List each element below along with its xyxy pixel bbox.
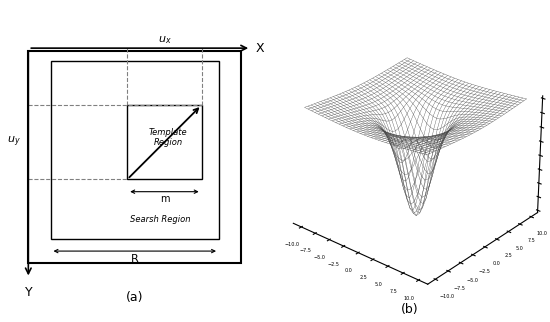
Text: X: X	[256, 42, 265, 55]
Bar	[51, 61, 219, 239]
Text: Searsh Region: Searsh Region	[130, 215, 190, 224]
Text: $u_x$: $u_x$	[158, 34, 171, 46]
Text: (b): (b)	[401, 303, 419, 316]
Bar	[29, 51, 241, 263]
Text: Y: Y	[25, 286, 32, 299]
Bar	[127, 105, 201, 179]
Text: m: m	[160, 194, 169, 204]
Text: Template
Region: Template Region	[149, 128, 188, 147]
Text: (a): (a)	[126, 291, 144, 304]
Text: R: R	[131, 253, 139, 264]
Text: $u_y$: $u_y$	[7, 135, 21, 149]
